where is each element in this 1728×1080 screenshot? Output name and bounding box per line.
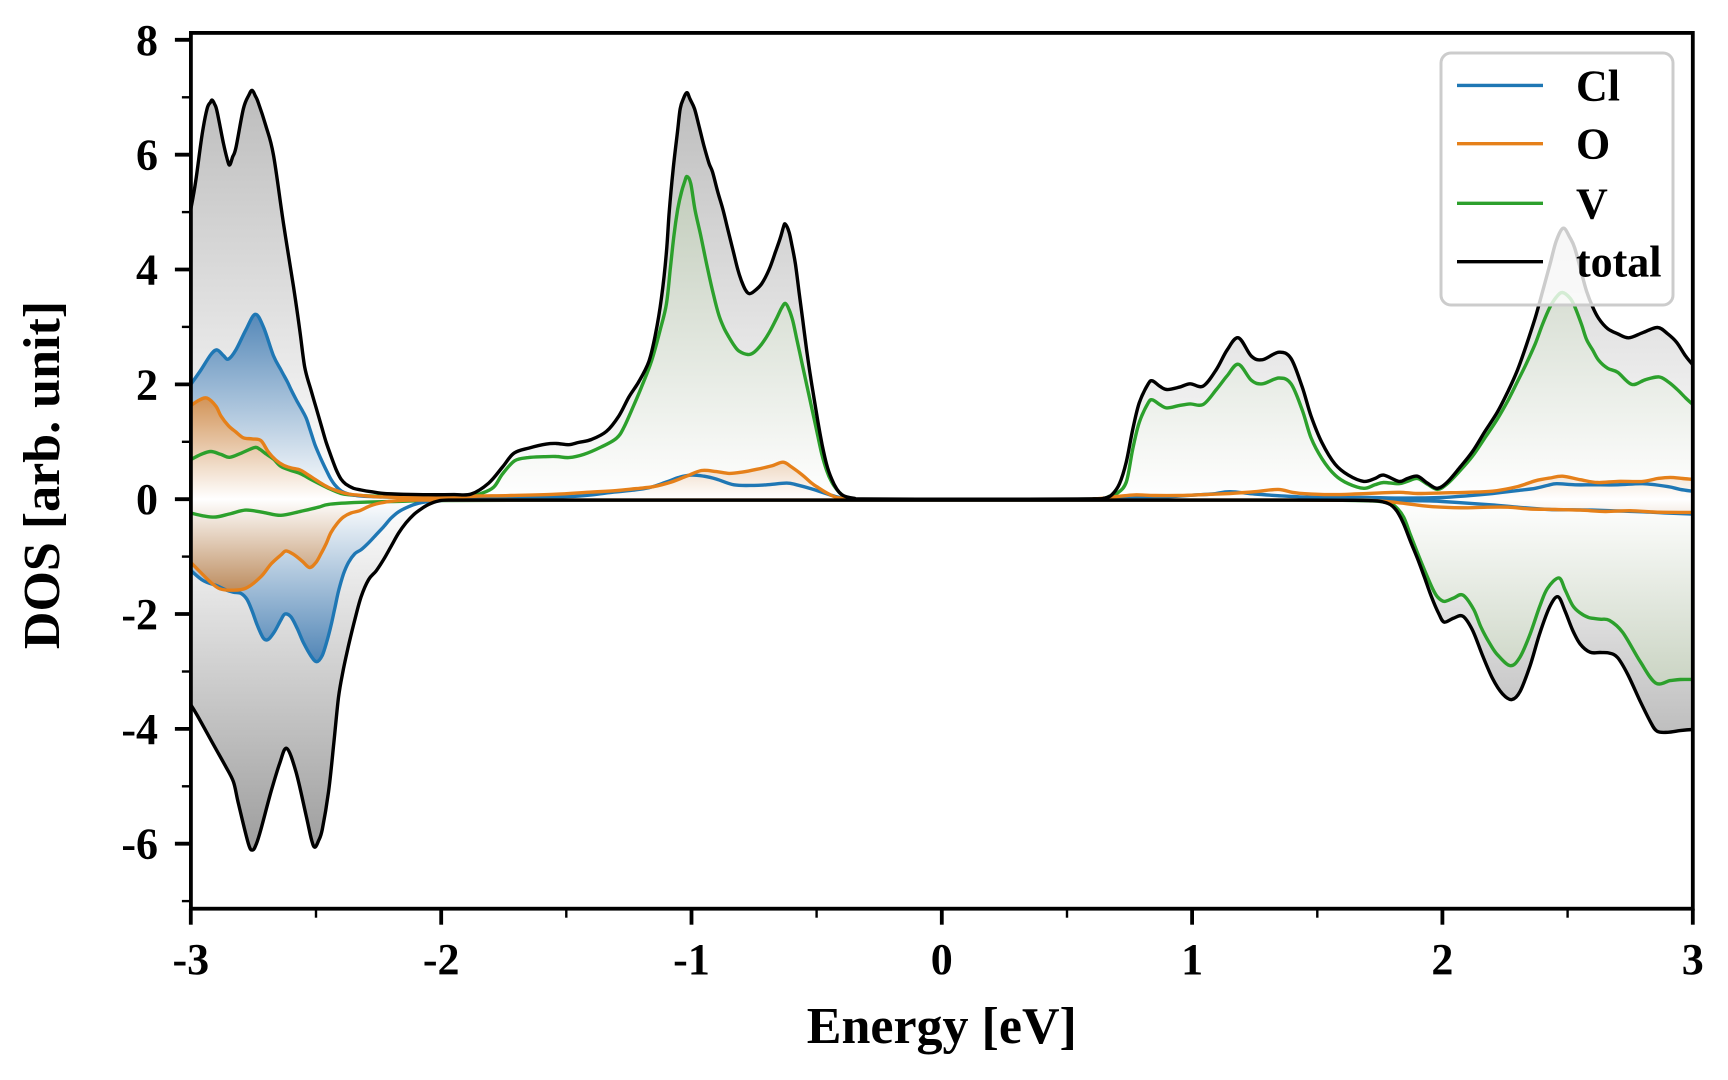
svg-text:3: 3 [1682, 935, 1704, 984]
svg-text:8: 8 [136, 16, 158, 65]
svg-text:V: V [1576, 179, 1608, 228]
svg-text:0: 0 [931, 935, 953, 984]
svg-text:-1: -1 [673, 935, 710, 984]
svg-text:2: 2 [1431, 935, 1453, 984]
svg-text:-2: -2 [121, 590, 158, 639]
svg-text:-3: -3 [172, 935, 209, 984]
svg-text:Energy [eV]: Energy [eV] [807, 998, 1077, 1055]
svg-text:1: 1 [1181, 935, 1203, 984]
svg-text:-6: -6 [121, 820, 158, 869]
svg-text:total: total [1576, 238, 1662, 287]
svg-text:Cl: Cl [1576, 61, 1620, 110]
svg-text:4: 4 [136, 246, 158, 295]
svg-text:O: O [1576, 120, 1610, 169]
svg-text:DOS [arb. unit]: DOS [arb. unit] [14, 301, 71, 649]
svg-text:-4: -4 [121, 705, 158, 754]
svg-text:0: 0 [136, 475, 158, 524]
svg-text:6: 6 [136, 131, 158, 180]
svg-text:-2: -2 [423, 935, 460, 984]
svg-text:2: 2 [136, 360, 158, 409]
